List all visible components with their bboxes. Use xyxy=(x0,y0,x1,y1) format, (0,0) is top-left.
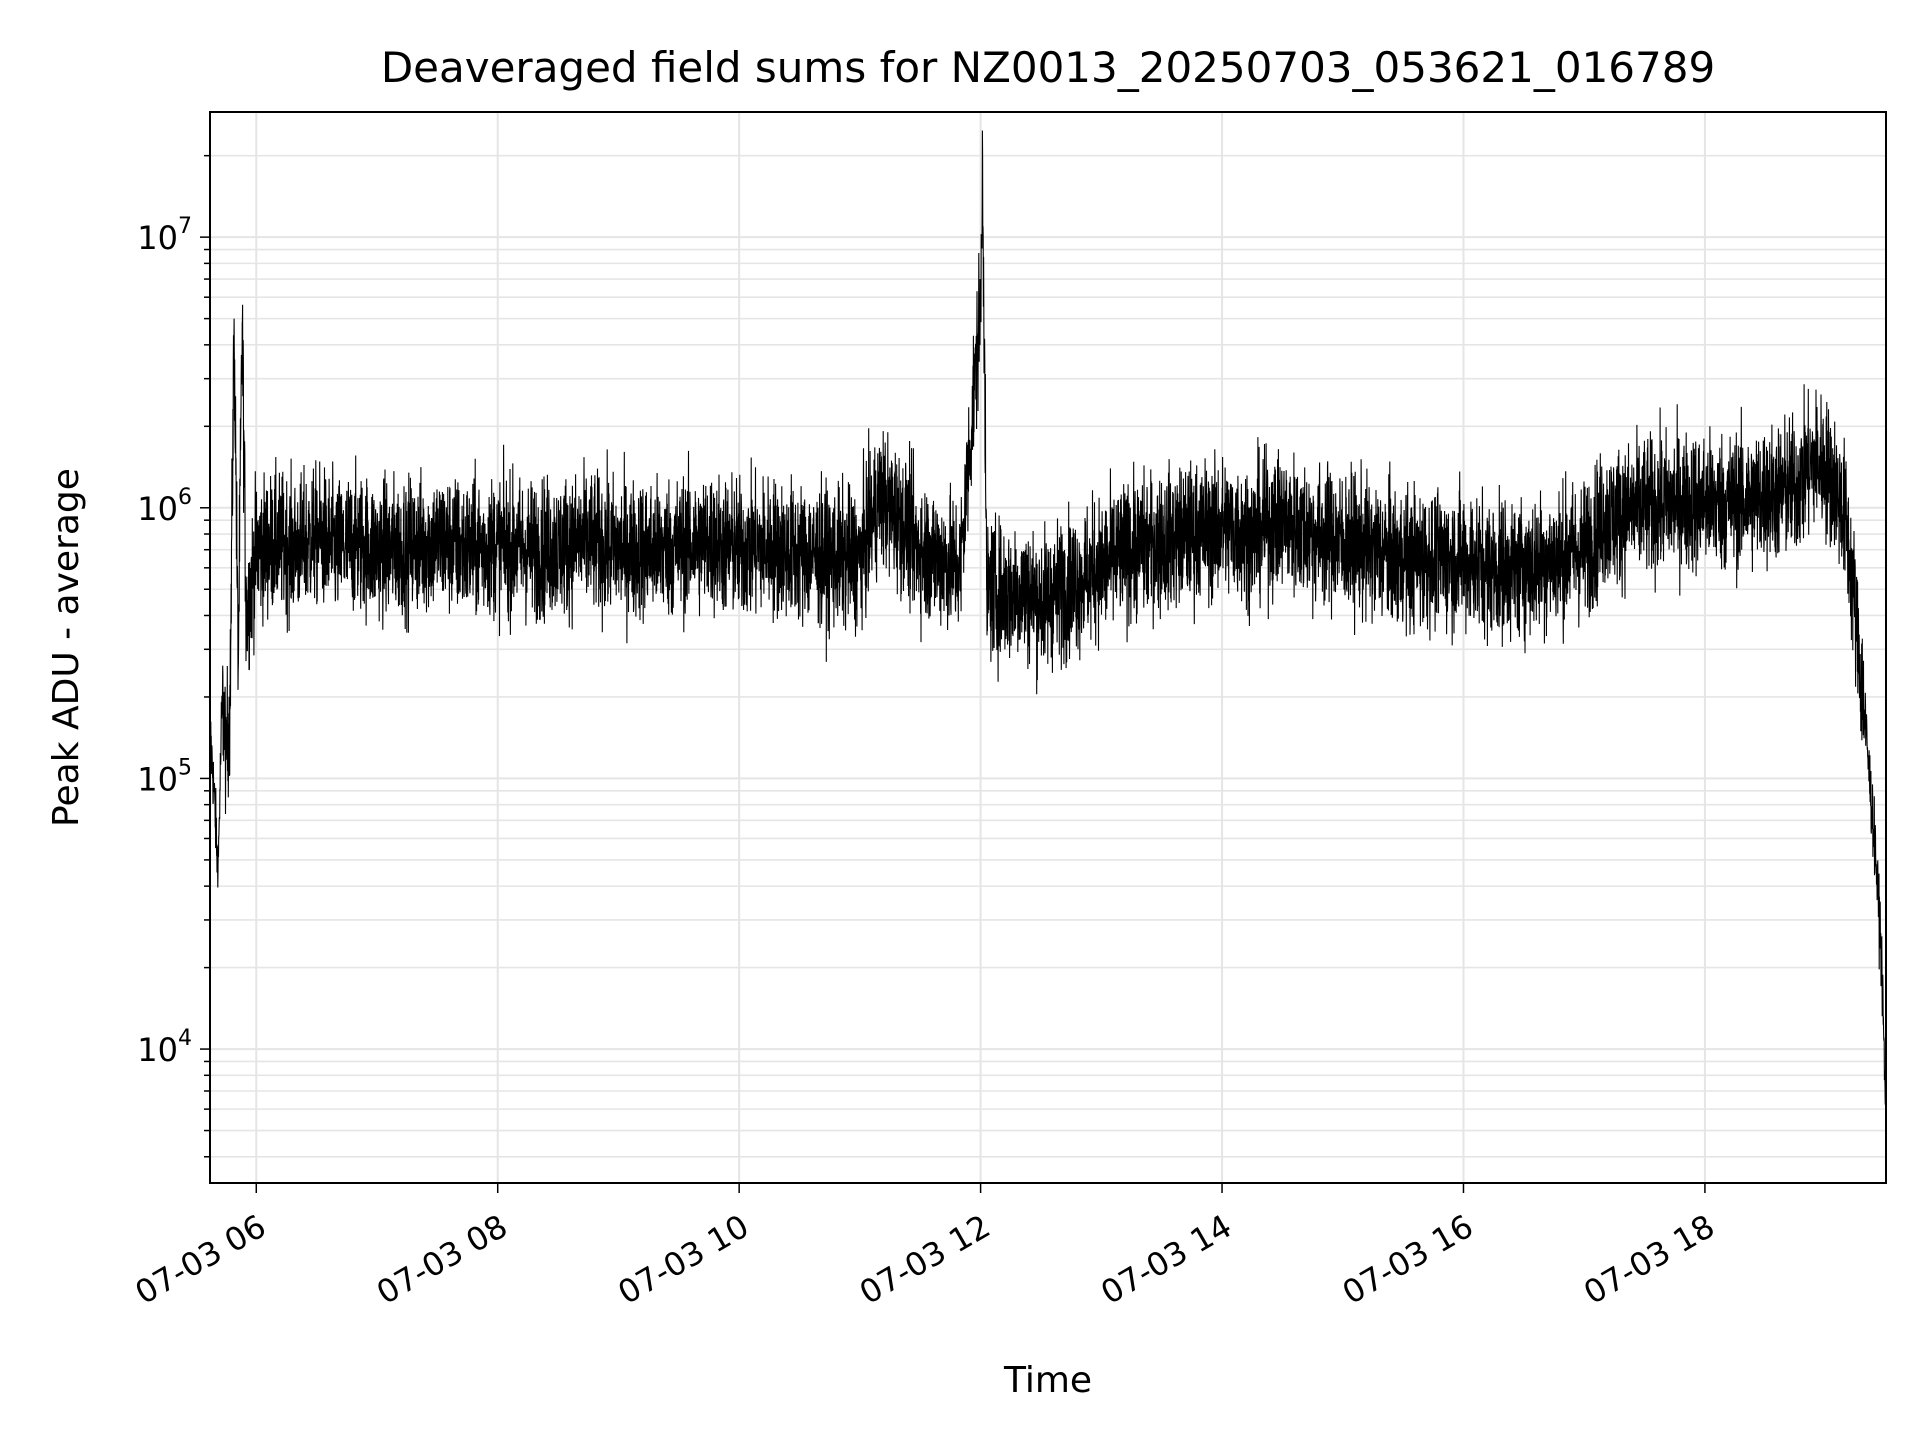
series-line xyxy=(209,130,1887,1140)
y-tick-label: 107 xyxy=(137,214,192,257)
y-tick-label: 106 xyxy=(137,485,192,528)
plot-frame xyxy=(209,111,1887,1184)
chart-title: Deaveraged field sums for NZ0013_2025070… xyxy=(381,43,1715,92)
y-axis-title: Peak ADU - average xyxy=(46,468,87,827)
y-tick-label: 105 xyxy=(137,755,192,798)
x-axis-title: Time xyxy=(1003,1360,1092,1401)
data-series xyxy=(209,130,1887,1140)
y-tick-label: 104 xyxy=(137,1026,192,1069)
